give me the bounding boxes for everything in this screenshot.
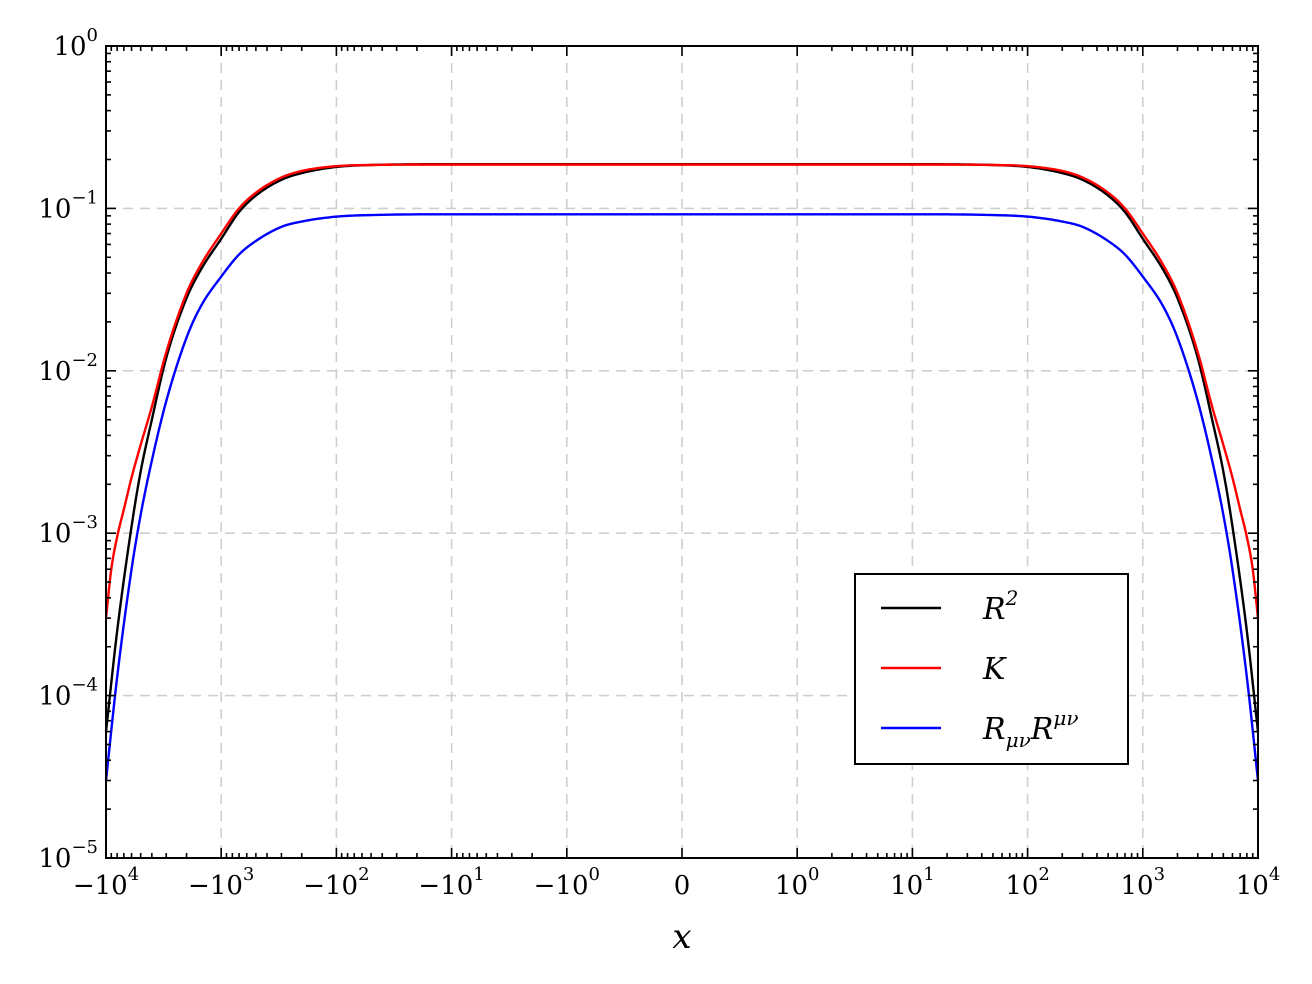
x-tick-label: −103 bbox=[188, 864, 254, 901]
x-tick-label: −104 bbox=[73, 864, 139, 901]
series-line-RmunuRmunu bbox=[104, 213, 1260, 781]
ticks bbox=[105, 45, 1259, 859]
series-layer bbox=[104, 163, 1260, 781]
y-tick-label: 100 bbox=[53, 25, 98, 62]
y-tick-label: 10−1 bbox=[38, 187, 98, 224]
x-tick-label: −101 bbox=[418, 864, 484, 901]
series-line-K bbox=[104, 163, 1260, 619]
x-tick-label: 102 bbox=[1005, 864, 1050, 901]
x-tick-label: 0 bbox=[674, 871, 691, 901]
y-tick-label: 10−5 bbox=[38, 837, 98, 874]
x-tick-label: −102 bbox=[303, 864, 369, 901]
y-tick-label: 10−4 bbox=[38, 675, 98, 712]
x-tick-label: 103 bbox=[1121, 864, 1166, 901]
legend-label: RμνRμν bbox=[982, 706, 1079, 752]
x-tick-label: 104 bbox=[1236, 864, 1281, 901]
x-tick-label: −100 bbox=[534, 864, 600, 901]
x-tick-label: 101 bbox=[890, 864, 935, 901]
x-axis-label: x bbox=[672, 917, 691, 957]
tick-labels: −104 −103 −102 −101 −100 0 100 101 102 103 104 10−5… bbox=[38, 25, 1280, 901]
legend-label: R2 bbox=[982, 586, 1018, 627]
x-tick-label: 100 bbox=[775, 864, 820, 901]
legend: R2 K RμνRμν bbox=[854, 573, 1129, 765]
y-tick-label: 10−2 bbox=[38, 350, 98, 387]
legend-label: K bbox=[982, 652, 1007, 687]
y-tick-label: 10−3 bbox=[38, 512, 98, 549]
